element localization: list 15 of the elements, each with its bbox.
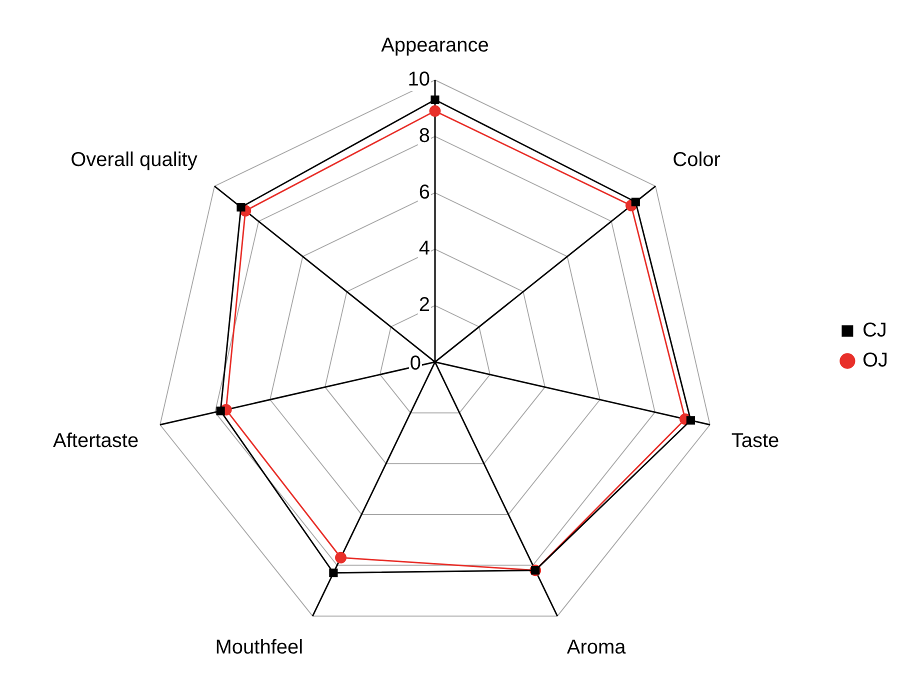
spoke-label: Appearance bbox=[381, 34, 489, 57]
spoke-label: Overall quality bbox=[70, 148, 198, 171]
y-tick-label: 0 bbox=[410, 352, 421, 375]
legend-label: OJ bbox=[862, 350, 888, 372]
spoke-label: Aroma bbox=[566, 636, 627, 658]
y-tick-label: 2 bbox=[418, 294, 430, 316]
y-tick-label: 8 bbox=[418, 124, 430, 147]
y-tick-label: 6 bbox=[418, 181, 430, 204]
spoke-label: Taste bbox=[731, 430, 780, 452]
y-tick-label: 4 bbox=[418, 238, 430, 260]
spoke-label: Mouthfeel bbox=[215, 636, 304, 658]
spoke-label: Aftertaste bbox=[53, 430, 139, 452]
y-tick-label: 10 bbox=[408, 68, 430, 91]
legend-label: CJ bbox=[862, 320, 887, 342]
spoke-label: Color bbox=[672, 148, 721, 171]
